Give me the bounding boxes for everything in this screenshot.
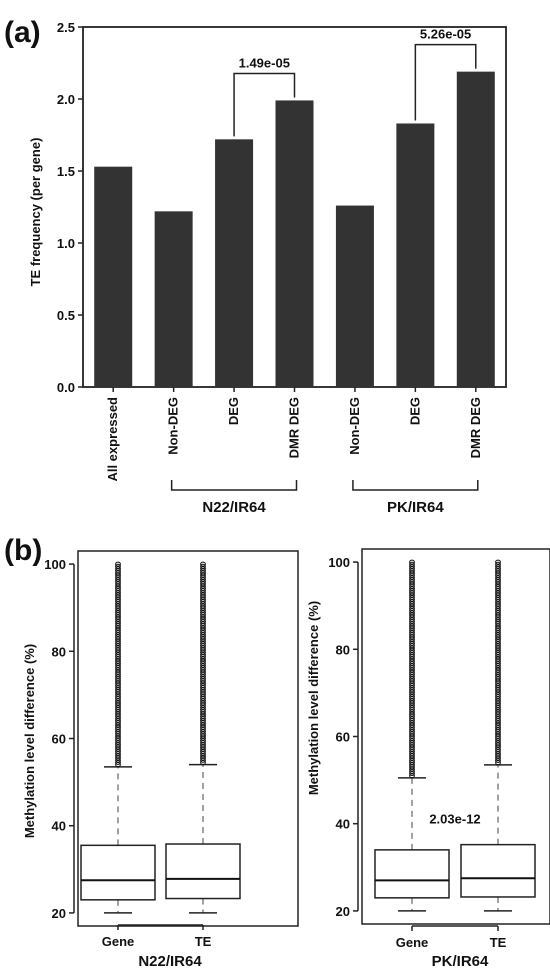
outlier-point bbox=[115, 561, 121, 567]
y-tick-label: 20 bbox=[52, 906, 66, 921]
box-iqr bbox=[80, 844, 156, 901]
x-tick-label: DEG bbox=[226, 397, 241, 425]
x-tick-label: DEG bbox=[407, 397, 422, 425]
outlier-point bbox=[115, 563, 121, 569]
boxplot-pk-title: PK/IR64 bbox=[432, 953, 489, 970]
bar bbox=[94, 166, 133, 387]
boxplot-n22-ylabel: Methylation level difference (%) bbox=[22, 644, 37, 838]
significance-bracket bbox=[233, 72, 296, 137]
boxplot-n22-title: N22/IR64 bbox=[138, 953, 202, 970]
y-tick-label: 1.0 bbox=[57, 236, 75, 251]
box bbox=[165, 561, 241, 914]
y-tick-label: 40 bbox=[52, 819, 66, 834]
outlier-point bbox=[495, 561, 501, 567]
bar bbox=[154, 211, 193, 387]
panel-b-label: (b) bbox=[4, 534, 42, 567]
x-tick-label: DMR DEG bbox=[468, 397, 483, 458]
y-tick-label: 60 bbox=[336, 730, 350, 745]
y-tick-label: 80 bbox=[336, 642, 350, 657]
x-tick-label: Non-DEG bbox=[347, 397, 362, 455]
bar bbox=[396, 123, 435, 387]
boxplot-n22: 20 40 60 80 100 Gene TE bbox=[44, 550, 299, 949]
box-iqr bbox=[165, 843, 241, 900]
outlier-point bbox=[409, 559, 415, 565]
x-tick-label: All expressed bbox=[105, 397, 120, 482]
y-tick-label: 80 bbox=[52, 644, 66, 659]
group-bracket bbox=[170, 480, 298, 491]
group-bracket bbox=[352, 480, 479, 491]
y-tick-label: 60 bbox=[52, 732, 66, 747]
group-label: PK/IR64 bbox=[387, 499, 444, 516]
y-tick-label: 2.0 bbox=[57, 92, 75, 107]
x-tick-label: Gene bbox=[102, 934, 135, 949]
boxplot-pk-ylabel: Methylation level difference (%) bbox=[306, 601, 321, 795]
significance-pvalue: 2.03e-12 bbox=[429, 812, 480, 827]
bar bbox=[335, 205, 374, 387]
y-tick-label: 100 bbox=[44, 557, 66, 572]
x-tick-label: Non-DEG bbox=[166, 397, 181, 455]
outlier-point bbox=[200, 561, 206, 567]
y-tick-label: 20 bbox=[336, 904, 350, 919]
x-tick-label: Gene bbox=[396, 935, 429, 950]
y-tick-label: 1.5 bbox=[57, 164, 75, 179]
boxplot-pk: 20 40 60 80 100 Gene TE 2.03e-12 bbox=[328, 548, 550, 950]
y-tick-label: 0.0 bbox=[57, 380, 75, 395]
bar bbox=[215, 139, 254, 387]
bar-chart: 0.0 0.5 1.0 1.5 2.0 2.5 All expressed Non-DEG DE… bbox=[57, 20, 507, 516]
outlier-point bbox=[495, 559, 501, 565]
bar bbox=[456, 71, 495, 387]
box bbox=[460, 559, 536, 912]
box-iqr bbox=[460, 843, 536, 898]
panel-a-label: (a) bbox=[4, 16, 41, 49]
y-tick-label: 0.5 bbox=[57, 308, 75, 323]
box bbox=[374, 559, 450, 912]
x-tick-label: TE bbox=[490, 935, 507, 950]
x-tick-label: TE bbox=[195, 934, 212, 949]
x-tick-label: DMR DEG bbox=[287, 397, 302, 458]
outlier-point bbox=[409, 561, 415, 567]
y-tick-label: 40 bbox=[336, 817, 350, 832]
significance-bracket bbox=[414, 43, 477, 121]
bar-chart-ylabel: TE frequency (per gene) bbox=[28, 138, 43, 287]
plot-frame bbox=[361, 548, 550, 925]
box-iqr bbox=[374, 849, 450, 899]
y-tick-label: 2.5 bbox=[57, 20, 75, 35]
y-tick-label: 100 bbox=[328, 555, 350, 570]
outlier-point bbox=[200, 563, 206, 569]
group-label: N22/IR64 bbox=[202, 499, 266, 516]
bar bbox=[275, 100, 314, 387]
box bbox=[80, 561, 156, 914]
significance-pvalue: 5.26e-05 bbox=[420, 27, 471, 42]
significance-pvalue: 1.49e-05 bbox=[239, 55, 290, 70]
plot-frame bbox=[77, 550, 299, 927]
